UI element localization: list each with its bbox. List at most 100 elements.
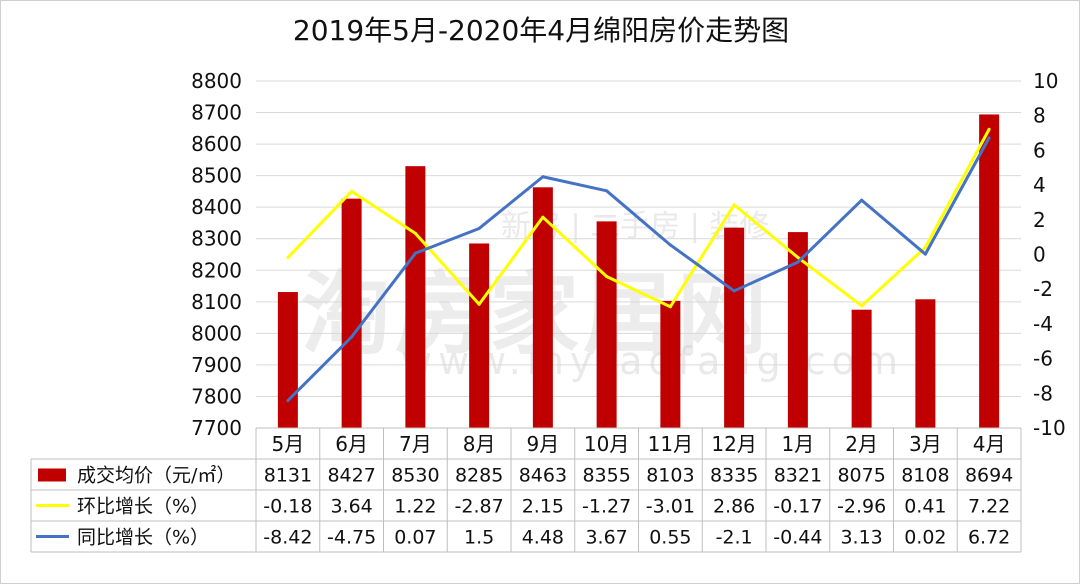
- series-1-point-7: [668, 305, 672, 309]
- data-label: -2.96: [837, 496, 886, 518]
- series-2-point-7: [668, 243, 672, 247]
- legend-label: 同比增长（%）: [77, 527, 209, 549]
- data-label: 8427: [327, 465, 375, 487]
- y-left-tick-label: 8700: [191, 101, 242, 125]
- series-1-point-8: [732, 203, 736, 207]
- data-label: 8131: [264, 465, 312, 487]
- bar-1: [277, 292, 298, 428]
- bar-9: [787, 232, 808, 428]
- series-2-point-8: [732, 289, 736, 293]
- data-label: -0.18: [263, 496, 312, 518]
- y-right-tick-label: 0: [1033, 243, 1046, 267]
- data-label: 6.72: [968, 527, 1010, 549]
- bar-2: [341, 198, 362, 428]
- data-label: 8103: [646, 465, 694, 487]
- y-right-tick-label: -10: [1033, 416, 1066, 440]
- legend-label: 成交均价（元/㎡）: [77, 464, 235, 487]
- bar-8: [724, 227, 745, 428]
- data-label: 0.55: [649, 527, 691, 549]
- series-line-2: [286, 137, 991, 402]
- x-tick-label: 5月: [272, 432, 305, 456]
- series-2-point-1: [286, 399, 290, 403]
- bar-5: [532, 187, 553, 428]
- data-label: 8335: [710, 465, 758, 487]
- series-2-point-11: [923, 252, 927, 256]
- data-label: 8530: [391, 465, 439, 487]
- series-line-1: [286, 128, 991, 309]
- series-1-point-10: [860, 304, 864, 308]
- data-label: -3.01: [646, 496, 695, 518]
- series-1-point-4: [477, 302, 481, 306]
- y-left-tick-label: 8400: [191, 195, 242, 219]
- x-tick-label: 10月: [584, 432, 629, 456]
- data-label: 0.41: [904, 496, 946, 518]
- data-label: 8463: [519, 465, 567, 487]
- series-2-point-9: [796, 260, 800, 264]
- series-2-point-12: [987, 136, 991, 140]
- y-right-tick-label: -6: [1033, 347, 1053, 371]
- data-label: 8355: [582, 465, 630, 487]
- series-1-point-6: [605, 275, 609, 279]
- series-2-point-5: [541, 175, 545, 179]
- legend-label: 环比增长（%）: [77, 496, 209, 518]
- data-label: -0.44: [773, 527, 822, 549]
- x-tick-label: 8月: [463, 432, 496, 456]
- data-label: 8108: [901, 465, 949, 487]
- data-label: 3.67: [585, 527, 627, 549]
- y-left-tick-label: 8000: [191, 321, 242, 345]
- data-label: 0.02: [904, 527, 946, 549]
- data-label: 4.48: [522, 527, 564, 549]
- series-1-point-12: [987, 127, 991, 131]
- y-right-tick-label: -8: [1033, 381, 1053, 405]
- y-left-tick-label: 7700: [191, 416, 242, 440]
- y-left-tick-label: 8300: [191, 227, 242, 251]
- y-left-tick-label: 8600: [191, 132, 242, 156]
- data-label: 2.15: [522, 496, 564, 518]
- bar-3: [405, 166, 426, 428]
- series-1-point-5: [541, 215, 545, 219]
- x-tick-label: 2月: [845, 432, 878, 456]
- series-1-point-2: [350, 189, 354, 193]
- legend-key-bar: [38, 468, 66, 482]
- series-2-point-6: [605, 189, 609, 193]
- x-tick-label: 6月: [335, 432, 368, 456]
- data-label: -1.27: [582, 496, 631, 518]
- data-label: 8694: [965, 465, 1013, 487]
- x-tick-label: 1月: [782, 432, 815, 456]
- x-tick-label: 12月: [711, 432, 756, 456]
- series-2-point-10: [860, 198, 864, 202]
- y-right-tick-label: -2: [1033, 277, 1053, 301]
- data-label: 7.22: [968, 496, 1010, 518]
- x-tick-label: 9月: [527, 432, 560, 456]
- series-1-point-3: [413, 231, 417, 235]
- y-right-tick-label: -4: [1033, 312, 1053, 336]
- y-left-tick-label: 8100: [191, 290, 242, 314]
- data-label: 0.07: [394, 527, 436, 549]
- bar-4: [469, 243, 490, 428]
- y-left-tick-label: 7800: [191, 384, 242, 408]
- bar-11: [915, 299, 936, 428]
- series-1-point-11: [923, 245, 927, 249]
- data-label: -0.17: [773, 496, 822, 518]
- y-left-tick-label: 8500: [191, 164, 242, 188]
- y-left-tick-label: 7900: [191, 353, 242, 377]
- series-2-point-2: [350, 335, 354, 339]
- bar-7: [660, 300, 681, 428]
- x-tick-label: 11月: [648, 432, 693, 456]
- data-label: 1.5: [464, 527, 494, 549]
- data-label: 8321: [774, 465, 822, 487]
- series-1-point-1: [286, 256, 290, 260]
- y-right-tick-label: 10: [1033, 69, 1058, 93]
- data-label: 3.13: [840, 527, 882, 549]
- data-label: 8075: [837, 465, 885, 487]
- y-left-tick-label: 8200: [191, 258, 242, 282]
- data-label: -4.75: [327, 527, 376, 549]
- series-1-point-9: [796, 255, 800, 259]
- data-label: -2.87: [455, 496, 504, 518]
- bar-10: [851, 309, 872, 428]
- data-label: -8.42: [263, 527, 312, 549]
- x-tick-label: 7月: [399, 432, 432, 456]
- y-right-tick-label: 6: [1033, 138, 1046, 162]
